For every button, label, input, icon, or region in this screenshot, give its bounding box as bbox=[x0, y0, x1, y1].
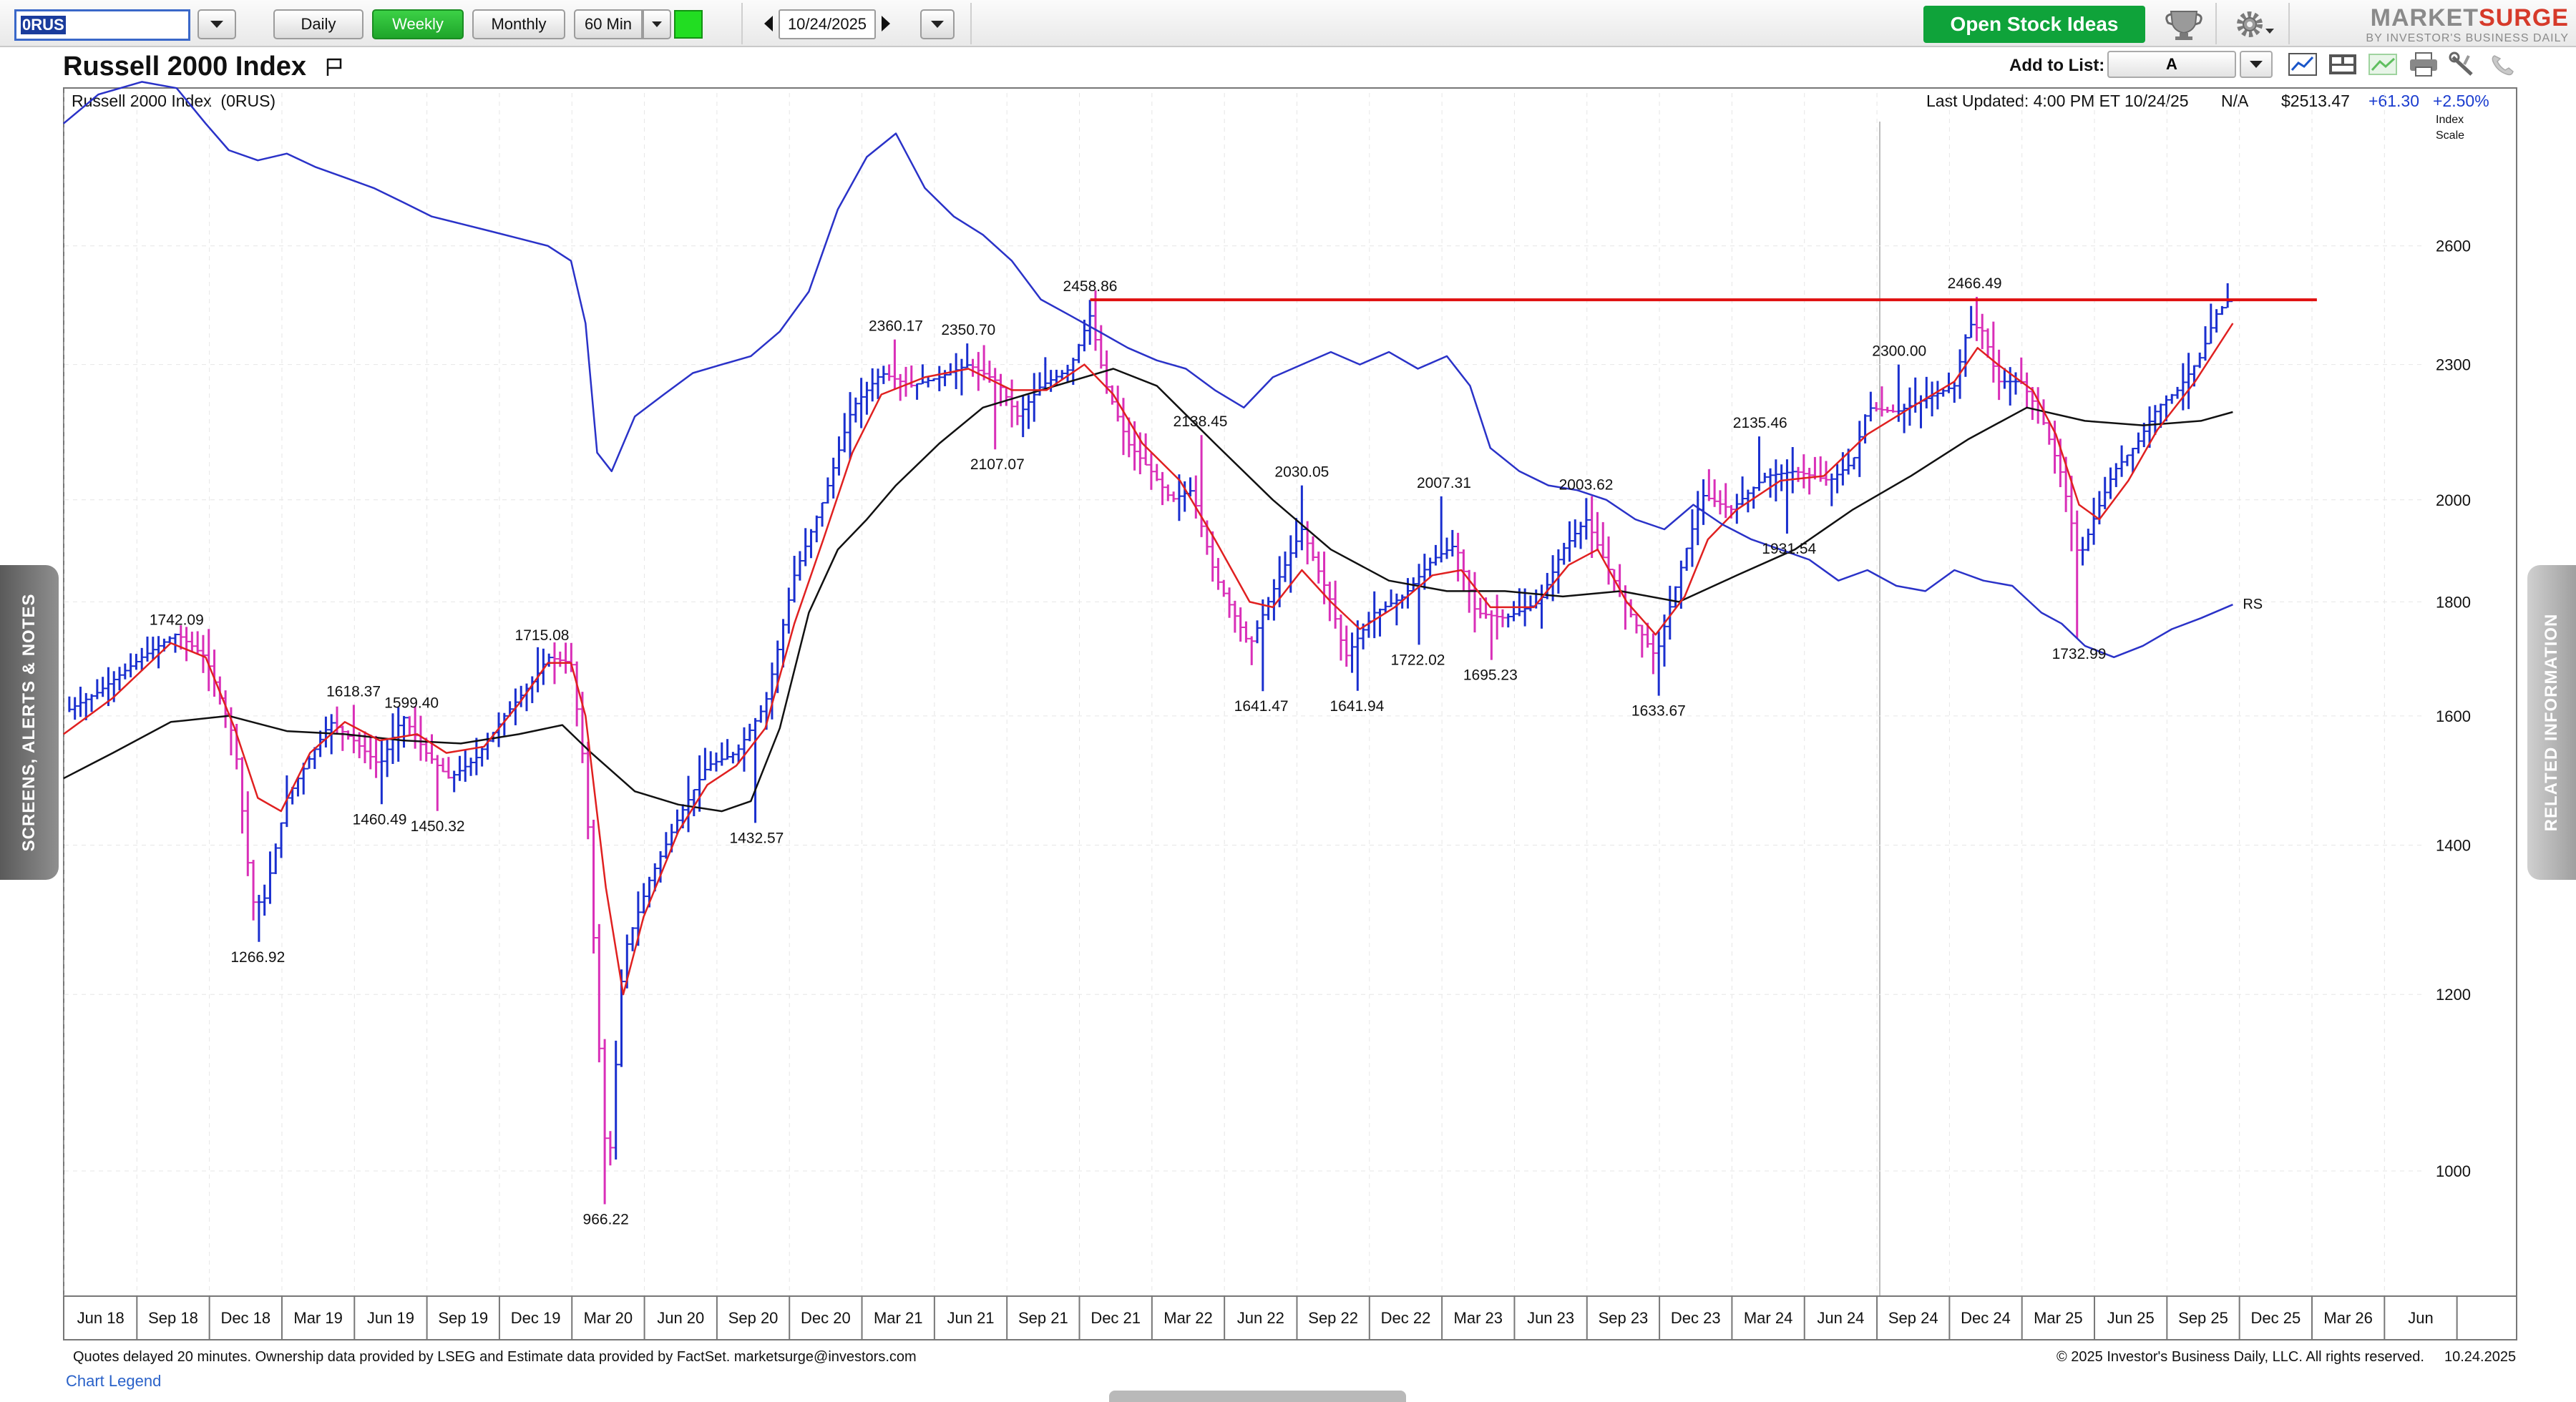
date-back-arrow-icon[interactable] bbox=[763, 14, 774, 33]
open-stock-ideas-button[interactable]: Open Stock Ideas bbox=[1923, 6, 2145, 43]
chart-legend-link[interactable]: Chart Legend bbox=[66, 1372, 162, 1390]
na-label: N/A bbox=[2221, 92, 2249, 110]
chevron-down-icon bbox=[931, 21, 944, 28]
screens-alerts-notes-label: SCREENS, ALERTS & NOTES bbox=[19, 593, 39, 852]
chart-frame bbox=[63, 87, 2517, 1340]
top-toolbar: 0RUS Daily Weekly Monthly 60 Min 10/24/2… bbox=[0, 0, 2576, 47]
layout-icon[interactable] bbox=[2327, 50, 2360, 79]
price-value: $2513.47 bbox=[2281, 92, 2350, 110]
last-updated-label: Last Updated: 4:00 PM ET 10/24/25 bbox=[1926, 92, 2189, 110]
flag-icon[interactable] bbox=[326, 57, 343, 77]
toolbar-divider bbox=[741, 3, 743, 44]
chart-index-name: Russell 2000 Index bbox=[72, 92, 212, 110]
period-daily-button[interactable]: Daily bbox=[273, 9, 364, 39]
chart-date-input[interactable]: 10/24/2025 bbox=[779, 9, 876, 39]
date-forward-arrow-icon[interactable] bbox=[880, 14, 892, 33]
marketsurge-logo: MARKETSURGE BY INVESTOR'S BUSINESS DAILY bbox=[2326, 4, 2569, 44]
chevron-down-icon bbox=[210, 21, 223, 28]
interval-dropdown-button[interactable] bbox=[643, 9, 671, 39]
data-disclaimer: Quotes delayed 20 minutes. Ownership dat… bbox=[73, 1349, 917, 1365]
tools-icon[interactable] bbox=[2447, 50, 2480, 79]
chart-index-symbol: (0RUS) bbox=[220, 92, 276, 110]
phone-icon[interactable] bbox=[2487, 50, 2520, 79]
symbol-input[interactable]: 0RUS bbox=[14, 9, 190, 41]
add-to-list-dropdown-button[interactable] bbox=[2240, 51, 2273, 78]
toolbar-divider bbox=[970, 3, 972, 44]
interval-select[interactable]: 60 Min bbox=[574, 9, 643, 39]
change-percent-value: +2.50% bbox=[2433, 92, 2489, 110]
symbol-value: 0RUS bbox=[21, 16, 66, 34]
related-information-label: RELATED INFORMATION bbox=[2542, 613, 2561, 832]
chart-symbol-info: Russell 2000 Index (0RUS) bbox=[72, 92, 275, 111]
symbol-dropdown-button[interactable] bbox=[197, 9, 236, 39]
logo-text-market: MARKET bbox=[2370, 4, 2479, 31]
logo-tagline: BY INVESTOR'S BUSINESS DAILY bbox=[2366, 32, 2569, 44]
period-weekly-button[interactable]: Weekly bbox=[372, 9, 464, 39]
print-icon[interactable] bbox=[2407, 50, 2440, 79]
copyright-notice: © 2025 Investor's Business Daily, LLC. A… bbox=[2057, 1349, 2424, 1365]
horizontal-scrollbar[interactable] bbox=[1109, 1391, 1406, 1402]
chevron-down-icon bbox=[2250, 61, 2263, 68]
toolbar-divider bbox=[2215, 3, 2217, 44]
page-title: Russell 2000 Index bbox=[63, 52, 307, 82]
line-chart-icon[interactable] bbox=[2287, 50, 2320, 79]
chevron-down-icon bbox=[652, 21, 662, 27]
trophy-icon[interactable] bbox=[2164, 6, 2204, 41]
image-export-icon[interactable] bbox=[2367, 50, 2400, 79]
toolbar-divider bbox=[2288, 3, 2290, 44]
date-dropdown-button[interactable] bbox=[920, 9, 955, 39]
footer-date: 10.24.2025 bbox=[2444, 1349, 2517, 1365]
live-status-indicator[interactable] bbox=[674, 10, 703, 39]
add-to-list-label: Add to List: bbox=[2009, 56, 2105, 75]
screens-alerts-notes-tab[interactable]: SCREENS, ALERTS & NOTES bbox=[0, 565, 59, 880]
gear-icon[interactable] bbox=[2233, 7, 2278, 41]
logo-text-surge: SURGE bbox=[2479, 4, 2569, 31]
change-value: +61.30 bbox=[2368, 92, 2419, 110]
add-to-list-select[interactable]: A bbox=[2107, 51, 2236, 78]
related-information-tab[interactable]: RELATED INFORMATION bbox=[2527, 565, 2576, 880]
period-monthly-button[interactable]: Monthly bbox=[472, 9, 565, 39]
